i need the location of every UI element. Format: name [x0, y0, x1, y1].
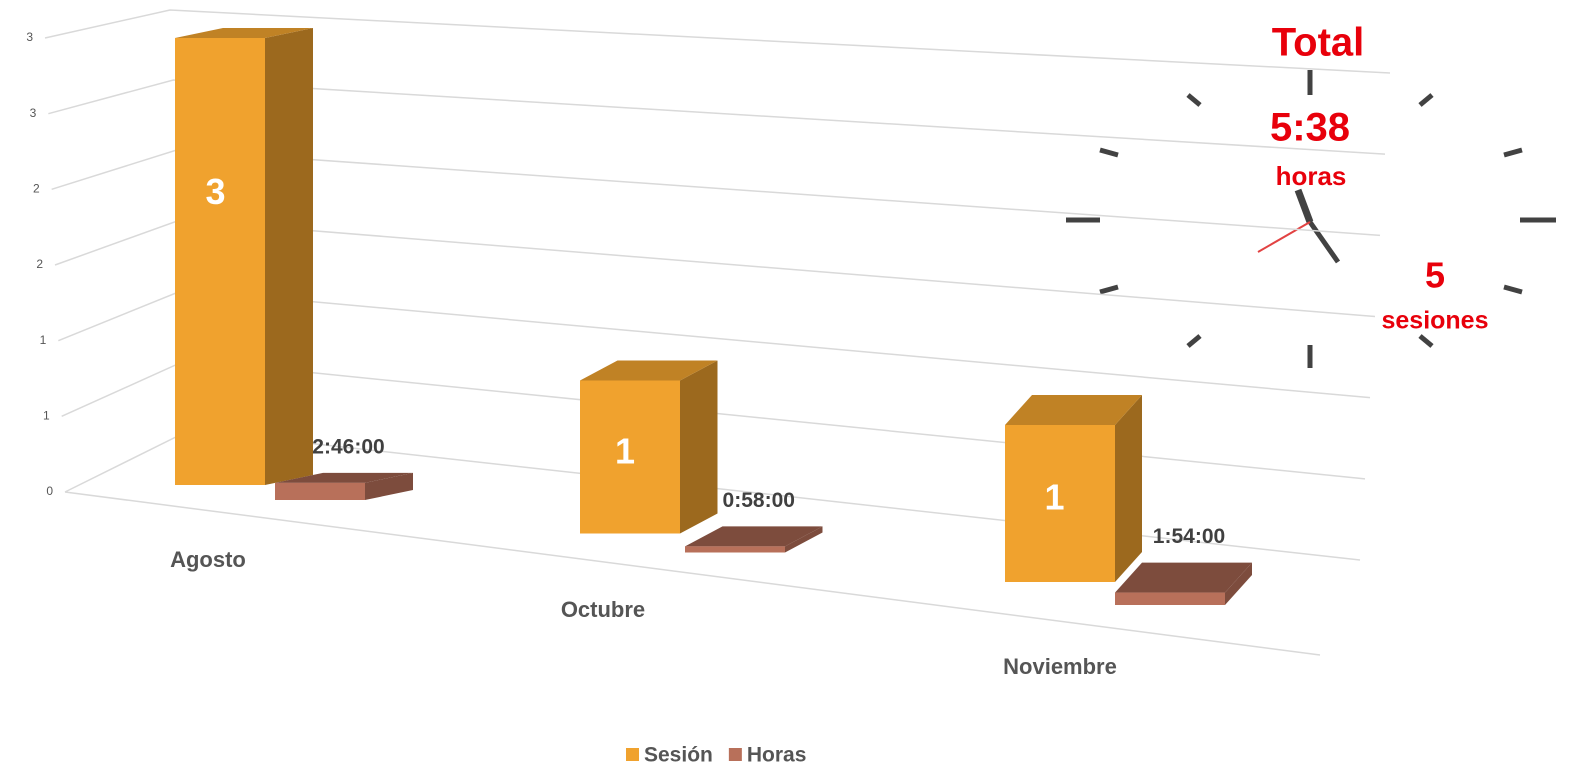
bar	[685, 526, 823, 553]
bar-front	[1005, 425, 1115, 582]
total-sessions: 5	[1425, 255, 1445, 296]
y-tick-label: 2	[36, 257, 43, 271]
total-hours-unit: horas	[1276, 161, 1347, 191]
bar-top	[275, 472, 413, 483]
y-tick-label: 3	[30, 106, 37, 120]
bar-top	[685, 526, 823, 547]
bar	[580, 360, 718, 534]
bar-side	[1115, 395, 1142, 582]
legend-swatch	[728, 748, 742, 761]
grid-line	[48, 79, 1386, 155]
data-label: 2:46:00	[312, 435, 384, 458]
bar	[175, 28, 313, 485]
bar-top	[175, 28, 313, 38]
bar-front	[275, 482, 365, 500]
clock	[1066, 70, 1556, 368]
y-tick-label: 1	[43, 409, 50, 423]
y-tick-label: 0	[46, 484, 53, 498]
y-tick-label: 3	[26, 30, 33, 44]
bar-top	[580, 360, 718, 381]
legend-swatch	[626, 748, 639, 761]
data-label: 3	[205, 171, 225, 212]
total-hours: 5:38	[1270, 106, 1350, 150]
bar	[1005, 395, 1142, 582]
bar-front	[1115, 592, 1225, 605]
data-label: 0:58:00	[723, 489, 795, 512]
bar-top	[1115, 562, 1252, 593]
bar	[1115, 562, 1252, 605]
bar-side	[785, 526, 823, 553]
total-title: Total	[1272, 21, 1365, 65]
x-tick-label: Agosto	[170, 547, 246, 572]
data-label: 1	[1044, 476, 1064, 517]
legend-label: Horas	[747, 744, 807, 767]
bar-front	[175, 38, 265, 485]
bar-top	[1005, 395, 1142, 425]
bar-side	[1225, 562, 1252, 605]
grid-line	[44, 9, 1391, 74]
data-label: 1	[615, 431, 635, 472]
legend-label: Sesión	[644, 744, 713, 767]
data-label: 1:54:00	[1153, 525, 1225, 548]
bar-side	[680, 360, 718, 534]
y-tick-label: 2	[33, 182, 40, 196]
total-sessions-unit: sesiones	[1381, 307, 1488, 335]
x-tick-label: Noviembre	[1003, 654, 1117, 679]
x-tick-label: Octubre	[561, 597, 645, 622]
bar-front	[685, 546, 785, 553]
bar-side	[365, 472, 413, 500]
bar-front	[580, 380, 680, 534]
y-tick-label: 1	[40, 333, 47, 347]
bar	[275, 472, 413, 500]
bar-side	[265, 28, 313, 485]
floor-edge	[64, 491, 1321, 656]
